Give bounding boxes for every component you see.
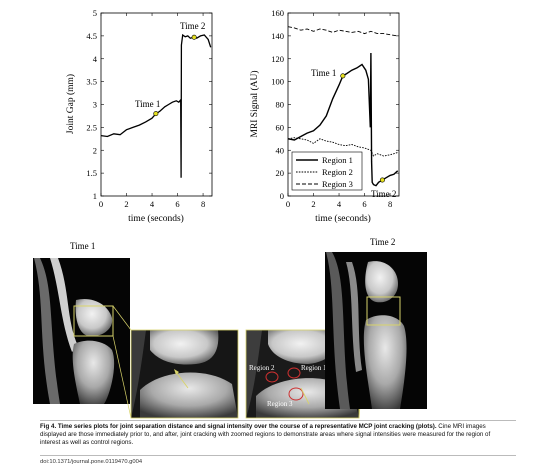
y-tick-label: 5: [93, 8, 97, 18]
y-axis-label: MRI Signal (AU): [249, 70, 260, 137]
x-tick-label: 6: [362, 199, 366, 209]
caption-top-rule: [40, 420, 516, 421]
y-axis-label: Joint Gap (mm): [65, 74, 76, 134]
y-tick-label: 1: [93, 191, 97, 201]
region-3-circle: [288, 387, 304, 401]
zoom-region-box: [366, 296, 401, 326]
y-tick-label: 160: [271, 8, 284, 18]
time-markers: [153, 34, 197, 117]
caption-body: Cine MRI images displayed are those imme…: [40, 423, 491, 447]
doi-text: doi:10.1371/journal.pone.0119470.g004: [40, 459, 143, 465]
time1-mri-image: [33, 258, 130, 404]
time-marker-point: [153, 111, 159, 117]
region-1-label: Region 1: [301, 364, 327, 372]
region-3-line: [287, 26, 398, 37]
x-axis-label: time (seconds): [315, 213, 371, 224]
legend-entry-region-2: Region 2: [322, 167, 353, 177]
x-tick-label: 4: [337, 199, 342, 209]
caption-title: Fig 4. Time series plots for joint separ…: [40, 423, 437, 430]
x-axis-label: time (seconds): [128, 213, 184, 224]
legend-entry-region-3: Region 3: [322, 179, 353, 189]
mri-signal-plot: 0 20 40 60 80 100 120 140 160 0 2 4 6 8 MRI Signal (…: [249, 8, 400, 224]
x-tick-labels: 0 2 4 6 8: [286, 13, 392, 209]
x-tick-label: 6: [175, 199, 179, 209]
y-tick-label: 120: [271, 54, 284, 64]
x-tick-labels: 0 2 4 6 8: [99, 13, 205, 209]
zoom-region-box: [73, 305, 114, 337]
time2-image-label: Time 2: [370, 237, 395, 247]
time1-annotation: Time 1: [311, 68, 336, 78]
time2-annotation: Time 2: [180, 21, 205, 31]
x-tick-label: 0: [99, 199, 103, 209]
region-2-line: [287, 137, 398, 157]
time-marker-point: [340, 73, 346, 79]
y-tick-label: 4: [93, 54, 98, 64]
legend-entry-region-1: Region 1: [322, 155, 353, 165]
region-2-circle: [265, 371, 279, 383]
time-markers: [340, 73, 385, 183]
time1-image-label: Time 1: [70, 241, 95, 251]
legend: Region 1 Region 2 Region 3: [291, 151, 363, 191]
time2-annotation: Time 2: [371, 189, 396, 199]
x-tick-label: 2: [124, 199, 128, 209]
x-tick-label: 8: [201, 199, 205, 209]
y-tick-label: 40: [276, 145, 285, 155]
region-1-circle: [287, 367, 301, 379]
caption-bottom-rule: [40, 455, 516, 456]
mri-panels: Time 1 Time 2: [33, 237, 427, 419]
time1-annotation: Time 1: [135, 99, 160, 109]
arrow-icon: [300, 387, 310, 405]
y-tick-label: 60: [276, 122, 285, 132]
region-3-label: Region 3: [267, 400, 293, 408]
y-tick-label: 1.5: [86, 168, 97, 178]
time-marker-point: [379, 177, 385, 183]
time1-zoom-image: [130, 329, 239, 419]
region-2-label: Region 2: [249, 364, 275, 372]
arrow-icon: [175, 371, 189, 389]
time-marker-point: [191, 34, 197, 40]
y-tick-label: 0: [280, 191, 284, 201]
y-tick-label: 100: [271, 77, 284, 87]
time2-mri-image: [325, 252, 427, 409]
figure-caption: Fig 4. Time series plots for joint separ…: [40, 423, 510, 448]
x-tick-label: 8: [388, 199, 392, 209]
y-tick-labels: 0 20 40 60 80 100 120 140 160: [271, 8, 399, 201]
joint-gap-plot: 1 1.5 2 2.5 3 3.5 4 4.5 5 0 2 4 6 8 Joint Gap (mm) t…: [65, 8, 213, 224]
y-tick-label: 2: [93, 145, 97, 155]
y-tick-label: 3.5: [86, 77, 97, 87]
x-tick-label: 4: [150, 199, 155, 209]
y-tick-label: 20: [276, 168, 285, 178]
x-tick-label: 2: [311, 199, 315, 209]
y-tick-label: 2.5: [86, 122, 97, 132]
y-tick-label: 80: [276, 100, 285, 110]
y-tick-labels: 1 1.5 2 2.5 3 3.5 4 4.5 5: [86, 8, 212, 201]
y-tick-label: 4.5: [86, 31, 97, 41]
x-tick-label: 0: [286, 199, 290, 209]
y-tick-label: 3: [93, 100, 97, 110]
y-tick-label: 140: [271, 31, 284, 41]
